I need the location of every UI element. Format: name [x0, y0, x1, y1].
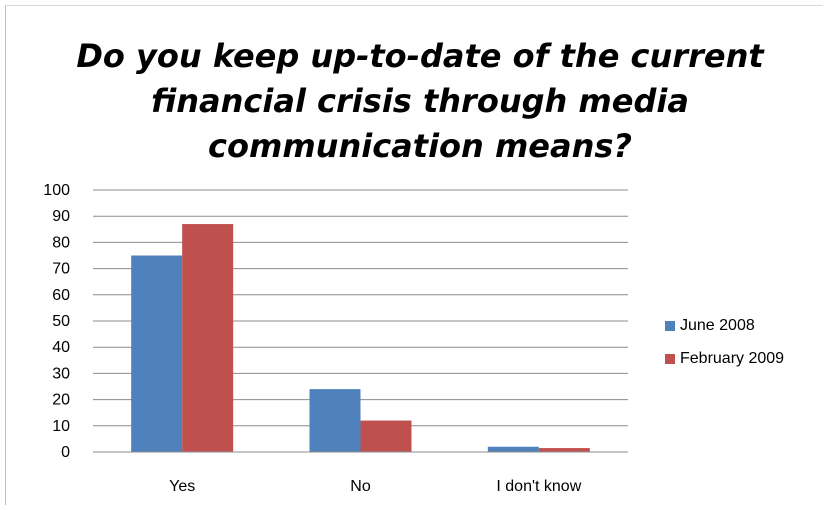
- legend: June 2008 February 2009: [665, 314, 784, 380]
- bar-june-2008-no: [309, 389, 361, 452]
- legend-swatch-june-2008: [665, 321, 675, 331]
- legend-item-february-2009: February 2009: [665, 347, 784, 371]
- bar-february-2009-yes: [182, 224, 234, 452]
- bar-june-2008-yes: [131, 255, 183, 452]
- bar-june-2008-i-don-t-know: [487, 446, 539, 452]
- y-tick-label-90: 90: [52, 208, 70, 225]
- y-tick-label-10: 10: [52, 418, 70, 435]
- x-tick-label-i-don-t-know: I don't know: [496, 478, 581, 495]
- y-tick-label-80: 80: [52, 234, 70, 251]
- y-tick-label-40: 40: [52, 339, 70, 356]
- chart-title: Do you keep up-to-date of the current fi…: [76, 37, 764, 165]
- legend-swatch-february-2009: [665, 354, 675, 364]
- x-axis-tick-labels: Yes No I don't know: [169, 478, 582, 495]
- x-tick-label-yes: Yes: [169, 478, 195, 495]
- y-axis-tick-labels: 0 10 20 30 40 50 60 70 80 90 100: [43, 182, 70, 461]
- y-tick-label-0: 0: [61, 444, 70, 461]
- legend-label-february-2009: February 2009: [680, 350, 785, 367]
- bars: [131, 224, 590, 452]
- legend-item-june-2008: June 2008: [665, 314, 784, 338]
- y-tick-label-100: 100: [43, 182, 70, 199]
- y-tick-label-60: 60: [52, 287, 70, 304]
- x-tick-label-no: No: [350, 478, 371, 495]
- y-tick-label-70: 70: [52, 261, 70, 278]
- y-tick-label-50: 50: [52, 313, 70, 330]
- y-tick-label-20: 20: [52, 392, 70, 409]
- bar-february-2009-i-don-t-know: [538, 448, 590, 452]
- y-tick-label-30: 30: [52, 365, 70, 382]
- chart-frame: [5, 5, 823, 505]
- legend-label-june-2008: June 2008: [680, 317, 755, 334]
- bar-february-2009-no: [360, 420, 412, 452]
